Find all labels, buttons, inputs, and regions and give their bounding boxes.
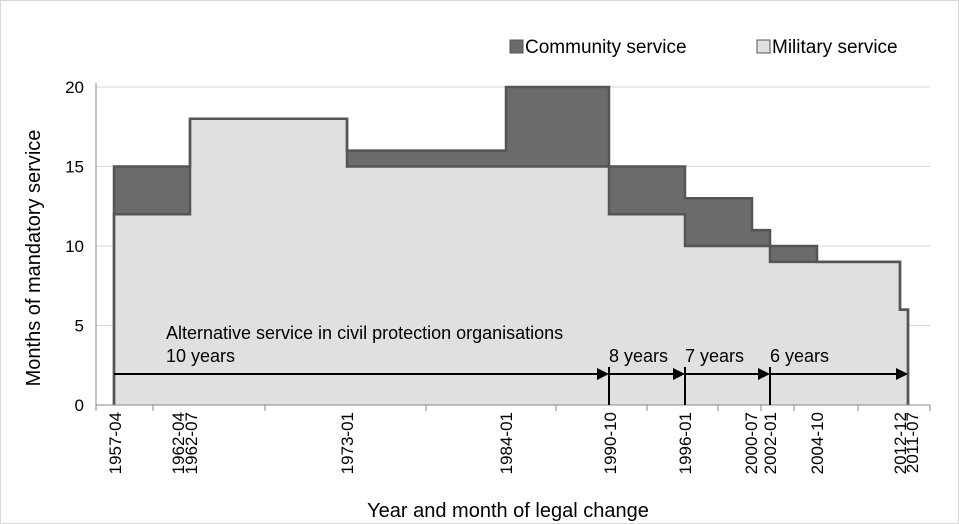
x-tick-label-2002-01: 2002-01 <box>761 412 780 474</box>
legend-label-2: Military service <box>772 37 898 58</box>
y-axis-title: Months of mandatory service <box>23 130 45 387</box>
x-tick-label-1962-07: 1962-07 <box>182 412 201 474</box>
x-tick-label-1962-04: 1962-04 <box>169 412 188 474</box>
legend-swatch-2 <box>756 39 771 54</box>
axes <box>95 83 931 411</box>
legend-swatch-1 <box>509 39 524 54</box>
x-tick-label-1984-01: 1984-01 <box>497 412 516 474</box>
annotation-period-3: 7 years <box>685 346 744 366</box>
annotation-period-1: 10 years <box>166 346 235 366</box>
annotation-period-2: 8 years <box>609 346 668 366</box>
period-arrow-head <box>673 368 685 380</box>
legend: Community service Military service <box>509 37 898 58</box>
x-tick-label-1957-04: 1957-04 <box>106 412 125 474</box>
y-tick-label-10: 10 <box>65 237 84 256</box>
y-tick-label-0: 0 <box>75 396 84 415</box>
annotation-period-4: 6 years <box>770 346 829 366</box>
area-military-service <box>114 118 908 406</box>
period-arrows <box>114 367 908 405</box>
y-tick-label-15: 15 <box>65 158 84 177</box>
period-arrow-head <box>896 368 908 380</box>
period-arrow-head <box>597 368 609 380</box>
annotation-civil-protection: Alternative service in civil protection … <box>166 323 563 343</box>
line-military-service <box>112 117 910 405</box>
x-tick-label-2012-12: 2012-12 <box>891 412 910 474</box>
x-tick-label-1973-01: 1973-01 <box>338 412 357 474</box>
plot-areas <box>112 85 910 406</box>
legend-label-1: Community service <box>525 37 687 58</box>
x-tick-label-2000-07: 2000-07 <box>742 412 761 474</box>
x-axis-title: Year and month of legal change <box>367 500 649 522</box>
x-tick-label-1996-01: 1996-01 <box>676 412 695 474</box>
y-tick-label-20: 20 <box>65 78 84 97</box>
x-tick-label-1990-10: 1990-10 <box>601 412 620 474</box>
period-arrow-head <box>758 368 770 380</box>
y-tick-label-5: 5 <box>75 317 84 336</box>
x-tick-label-2011-07: 2011-07 <box>903 412 922 473</box>
x-tick-label-2004-10: 2004-10 <box>808 412 827 474</box>
